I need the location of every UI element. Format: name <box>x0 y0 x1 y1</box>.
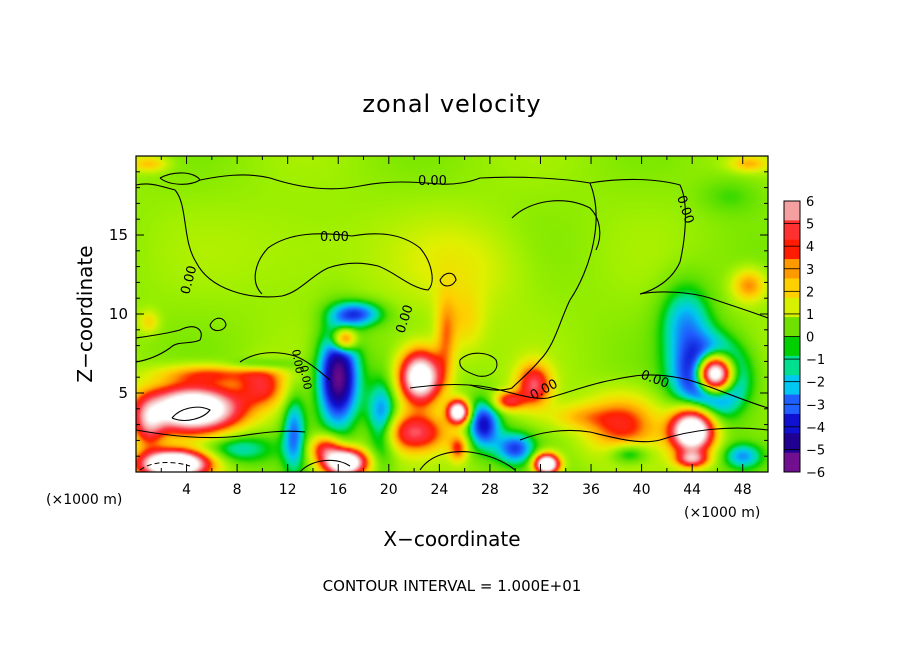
colorbar-tick-label: 4 <box>806 240 814 255</box>
colorbar-tick-label: −2 <box>806 376 825 391</box>
colorbar-swatch <box>784 433 800 454</box>
contour-line <box>254 233 353 295</box>
x-tick-label: 36 <box>582 482 600 498</box>
colorbar-swatch <box>784 297 800 318</box>
colorbar-tick-label: 6 <box>806 195 814 210</box>
colorbar-tick-label: 2 <box>806 285 814 300</box>
contour-line <box>409 374 768 409</box>
colorbar-swatch <box>784 355 800 376</box>
contour-line <box>511 200 601 251</box>
heatmap-field <box>136 156 768 472</box>
colorbar-tick-label: 1 <box>806 308 814 323</box>
contour-line <box>136 429 306 439</box>
contour-line <box>299 459 351 472</box>
y-tick-label: 5 <box>118 384 128 402</box>
colorbar-swatch <box>784 413 800 434</box>
contour-label: 0.00 <box>320 230 349 245</box>
contour-label: 0.00 <box>289 348 306 374</box>
x-tick-label: 24 <box>430 482 448 498</box>
x-tick-label: 32 <box>532 482 550 498</box>
contour-line <box>519 427 768 443</box>
x-unit-label-right: (×1000 m) <box>684 505 760 521</box>
colorbar-swatch <box>784 278 800 299</box>
contour-line <box>136 183 433 298</box>
colorbar-swatch <box>784 201 800 221</box>
contour-line <box>159 172 201 185</box>
x-axis: 4 8 12 16 20 24 28 32 36 40 44 48 <box>160 156 769 498</box>
y-tick-label: 10 <box>109 305 128 323</box>
x-tick-label: 20 <box>380 482 398 498</box>
colorbar-tick-label: −5 <box>806 443 825 458</box>
colorbar-swatch <box>784 317 800 337</box>
y-axis: 5 10 15 <box>109 171 768 457</box>
x-tick-label: 28 <box>481 482 499 498</box>
y-axis-label: Z−coordinate <box>73 245 97 382</box>
x-tick-label: 48 <box>734 482 752 498</box>
contour-line <box>589 178 686 295</box>
colorbar-swatch <box>784 239 800 260</box>
colorbar-tick-label: 3 <box>806 263 814 278</box>
contour-line <box>639 291 768 319</box>
contour-line <box>419 451 516 471</box>
colorbar-tick-label: −3 <box>806 398 825 413</box>
colorbar-tick-label: 5 <box>806 218 814 233</box>
x-tick-label: 40 <box>633 482 651 498</box>
contour-line <box>171 406 211 421</box>
contour-label: 0.00 <box>418 174 447 189</box>
colorbar-tick-label: −1 <box>806 353 825 368</box>
zero-contours <box>136 172 768 472</box>
x-tick-label: 44 <box>683 482 701 498</box>
chart-title: zonal velocity <box>362 90 541 118</box>
x-tick-label: 4 <box>182 482 191 498</box>
colorbar-swatch <box>784 375 800 396</box>
contour-line <box>139 462 191 471</box>
contour-label: 0.00 <box>178 264 200 296</box>
colorbar-tick-label: −4 <box>806 421 825 436</box>
colorbar-swatch <box>784 220 800 241</box>
contour-line <box>439 272 457 287</box>
contour-line <box>209 317 227 332</box>
colorbar-tick-label: −6 <box>806 466 825 481</box>
contour-label: 0.00 <box>297 364 314 390</box>
x-tick-label: 8 <box>233 482 242 498</box>
x-tick-label: 12 <box>279 482 297 498</box>
colorbar: 6 5 4 3 2 1 0 −1 −2 −3 −4 −5 −6 <box>783 195 825 481</box>
colorbar-tick-label: 0 <box>806 331 814 346</box>
contour-line <box>199 174 597 391</box>
contour-line <box>136 326 202 363</box>
x-axis-label: X−coordinate <box>383 527 520 551</box>
x-unit-label-left: (×1000 m) <box>46 492 122 508</box>
contour-line <box>459 352 498 377</box>
x-tick-label: 16 <box>329 482 347 498</box>
colorbar-swatch <box>784 452 800 473</box>
colorbar-swatch <box>784 336 800 357</box>
y-tick-label: 15 <box>109 226 128 244</box>
contour-interval-note: CONTOUR INTERVAL = 1.000E+01 <box>323 577 582 595</box>
contour-line <box>239 352 331 381</box>
